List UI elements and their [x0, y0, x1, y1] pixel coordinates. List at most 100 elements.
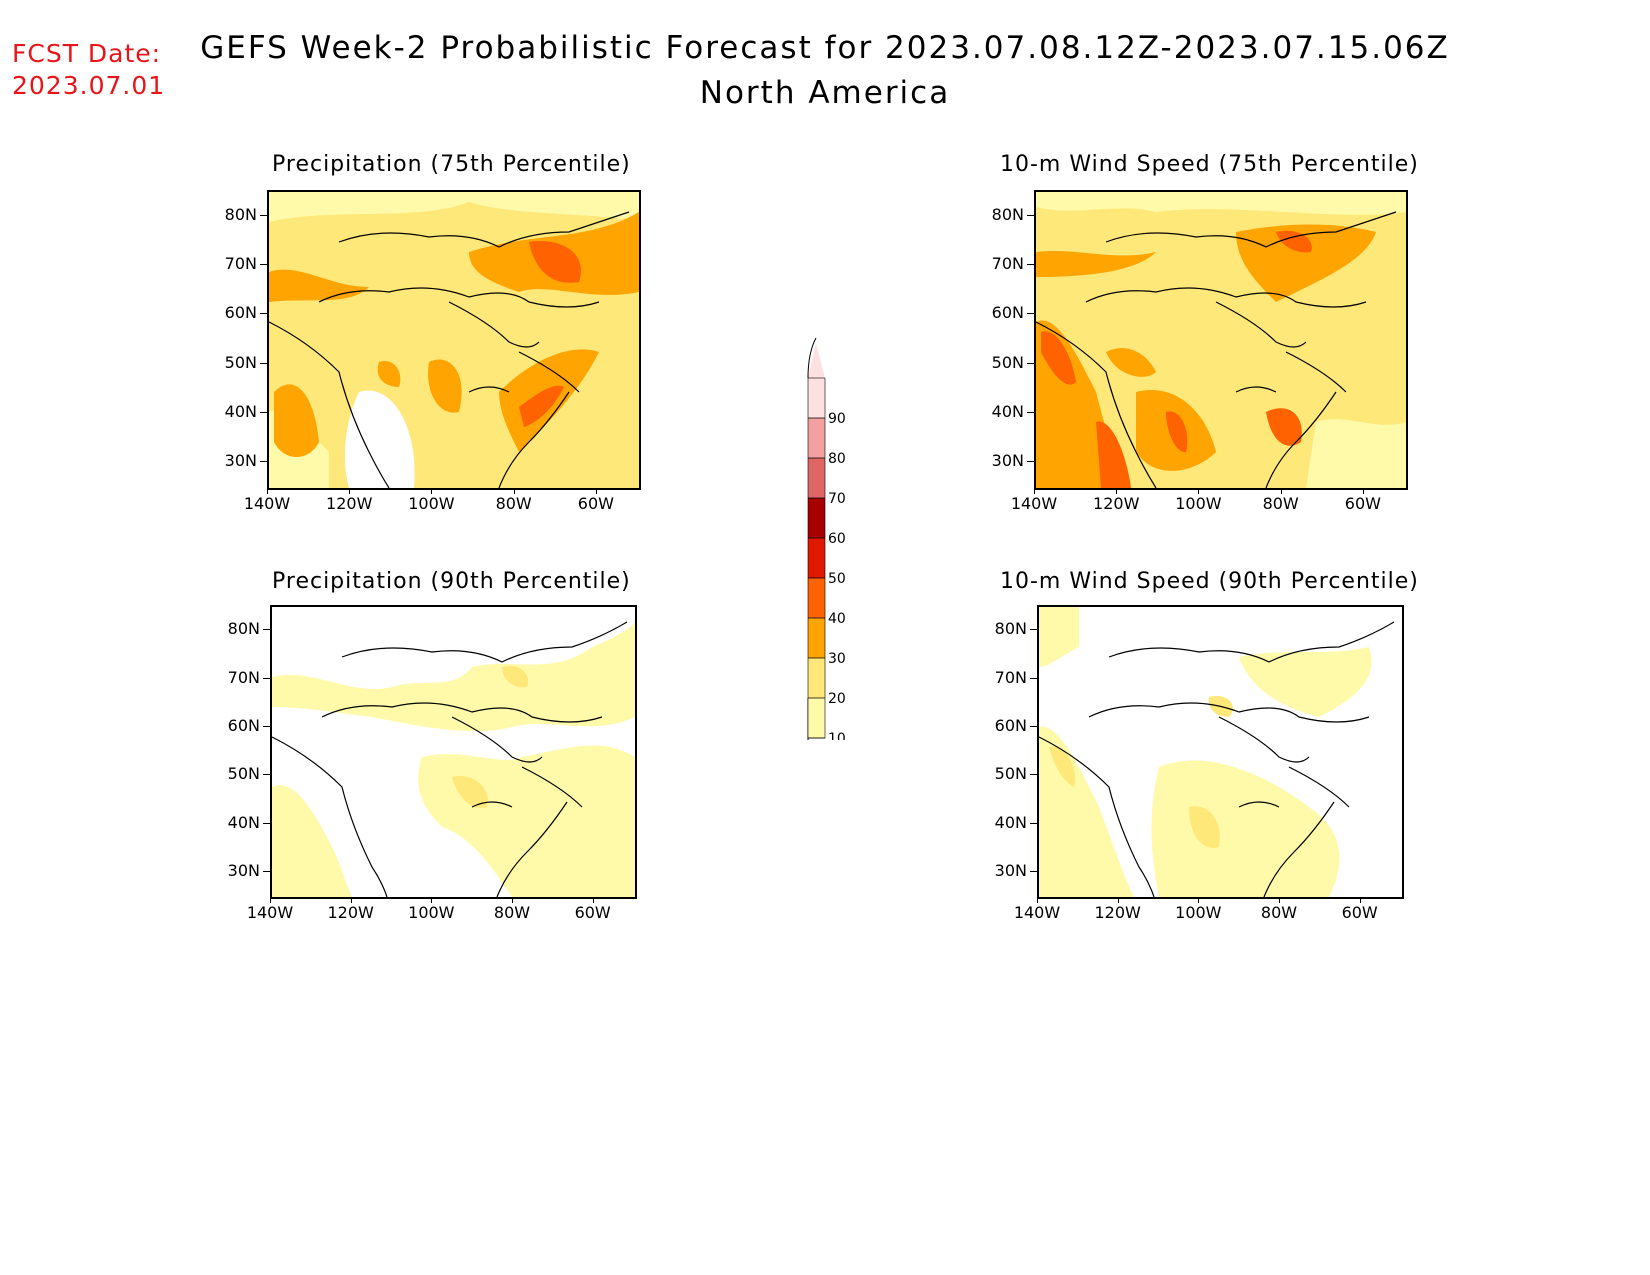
lat-tick	[260, 313, 267, 315]
lat-tick-label: 40N	[227, 812, 260, 832]
lat-tick-label: 40N	[224, 402, 257, 421]
lon-tick	[1198, 488, 1200, 494]
forecast-date-value: 2023.07.01	[12, 71, 166, 100]
lat-tick	[263, 822, 270, 824]
lon-tick	[267, 488, 268, 494]
lat-tick	[260, 461, 267, 463]
lat-tick	[1030, 677, 1037, 679]
lat-tick	[263, 870, 270, 872]
lon-tick-label: 140W	[243, 494, 291, 513]
lat-tick-label: 70N	[224, 254, 257, 273]
lon-tick-label: 60W	[574, 903, 611, 922]
colorbar-label: 20	[828, 691, 846, 707]
lon-tick	[431, 897, 433, 903]
lat-tick-label: 40N	[994, 812, 1027, 832]
lat-tick	[1027, 264, 1034, 265]
lat-tick	[260, 264, 267, 265]
lat-tick-label: 80N	[227, 619, 260, 639]
colorbar-segment	[808, 538, 825, 578]
lat-tick-label: 50N	[991, 352, 1024, 372]
lon-tick	[595, 488, 597, 494]
colorbar-segment	[808, 378, 825, 418]
colorbar-segment	[808, 578, 825, 618]
lat-tick	[1027, 313, 1034, 315]
lon-tick	[1034, 488, 1035, 494]
lat-tick-label: 60N	[991, 303, 1024, 323]
lon-tick	[270, 897, 271, 903]
lon-tick-label: 80W	[1262, 494, 1299, 513]
colorbar-label: 30	[828, 651, 846, 667]
lon-tick-label: 100W	[1175, 494, 1222, 513]
page-subtitle: North America	[699, 75, 951, 111]
lon-tick-label: 140W	[1013, 903, 1061, 922]
lat-tick	[1027, 461, 1034, 463]
lon-tick-label: 120W	[327, 903, 374, 922]
lon-tick	[1279, 897, 1280, 903]
lat-tick	[1030, 629, 1037, 631]
lat-tick-label: 70N	[227, 667, 260, 687]
lon-tick-label: 140W	[246, 903, 294, 922]
lon-tick-label: 100W	[408, 494, 455, 513]
colorbar-segment	[808, 698, 825, 738]
panel-title: Precipitation (75th Percentile)	[272, 152, 631, 177]
panel-title: Precipitation (90th Percentile)	[272, 569, 631, 594]
lon-tick-label: 60W	[577, 494, 614, 513]
lon-tick	[1116, 488, 1118, 494]
lat-tick	[1030, 870, 1037, 872]
lon-tick	[431, 488, 433, 494]
lat-tick-label: 30N	[224, 451, 257, 471]
lon-tick-label: 100W	[1175, 903, 1222, 922]
lon-tick	[513, 488, 515, 494]
lon-tick	[592, 897, 594, 903]
lon-tick-label: 60W	[1344, 494, 1381, 513]
lon-tick-label: 80W	[1260, 903, 1298, 922]
lon-tick-label: 80W	[493, 903, 531, 922]
page-title: GEFS Week-2 Probabilistic Forecast for 2…	[200, 30, 1450, 66]
colorbar-label: 70	[828, 491, 846, 507]
lat-tick	[263, 725, 270, 727]
lat-tick-label: 70N	[994, 667, 1027, 687]
lat-tick-label: 30N	[991, 451, 1024, 471]
lon-tick	[1117, 897, 1119, 903]
lat-tick	[1027, 412, 1034, 413]
lon-tick	[1198, 897, 1200, 903]
lon-tick	[349, 488, 351, 494]
lon-tick	[350, 897, 352, 903]
lat-tick-label: 80N	[991, 204, 1024, 224]
colorbar-segment	[808, 658, 825, 698]
lat-tick-label: 60N	[224, 303, 257, 323]
colorbar-segment	[808, 618, 825, 658]
forecast-date-block: FCST Date: 2023.07.01	[12, 38, 165, 102]
lat-tick-label: 50N	[227, 764, 260, 784]
lon-tick-label: 120W	[1093, 494, 1140, 513]
lon-tick-label: 120W	[326, 494, 373, 513]
lat-tick-label: 60N	[994, 715, 1027, 735]
lat-tick-label: 70N	[991, 254, 1024, 273]
lat-tick	[263, 774, 270, 776]
colorbar-outline	[807, 377, 826, 739]
lat-tick	[1030, 725, 1037, 727]
lon-tick	[1280, 488, 1282, 494]
colorbar-top-triangle	[808, 343, 825, 378]
lon-tick-label: 60W	[1341, 903, 1378, 922]
lat-tick-label: 80N	[224, 204, 257, 224]
lat-tick	[263, 629, 270, 631]
lon-tick-label: 140W	[1010, 494, 1058, 513]
map-wind-90	[1037, 605, 1404, 899]
lat-tick-label: 40N	[991, 402, 1024, 421]
lat-tick-label: 30N	[994, 860, 1027, 880]
map-precip-75	[267, 190, 641, 490]
forecast-date-label: FCST Date:	[12, 39, 162, 68]
lat-tick	[263, 677, 270, 679]
lon-tick	[1362, 488, 1364, 494]
colorbar-segment	[808, 498, 825, 538]
map-precip-90	[270, 605, 637, 899]
panel-title: 10-m Wind Speed (90th Percentile)	[1000, 569, 1419, 594]
colorbar-segment	[808, 458, 825, 498]
lat-tick	[260, 412, 267, 413]
lon-tick-label: 120W	[1094, 903, 1141, 922]
lat-tick	[1027, 362, 1034, 364]
lat-tick	[1027, 214, 1034, 216]
colorbar-tip	[807, 337, 817, 379]
colorbar-segment	[808, 418, 825, 458]
